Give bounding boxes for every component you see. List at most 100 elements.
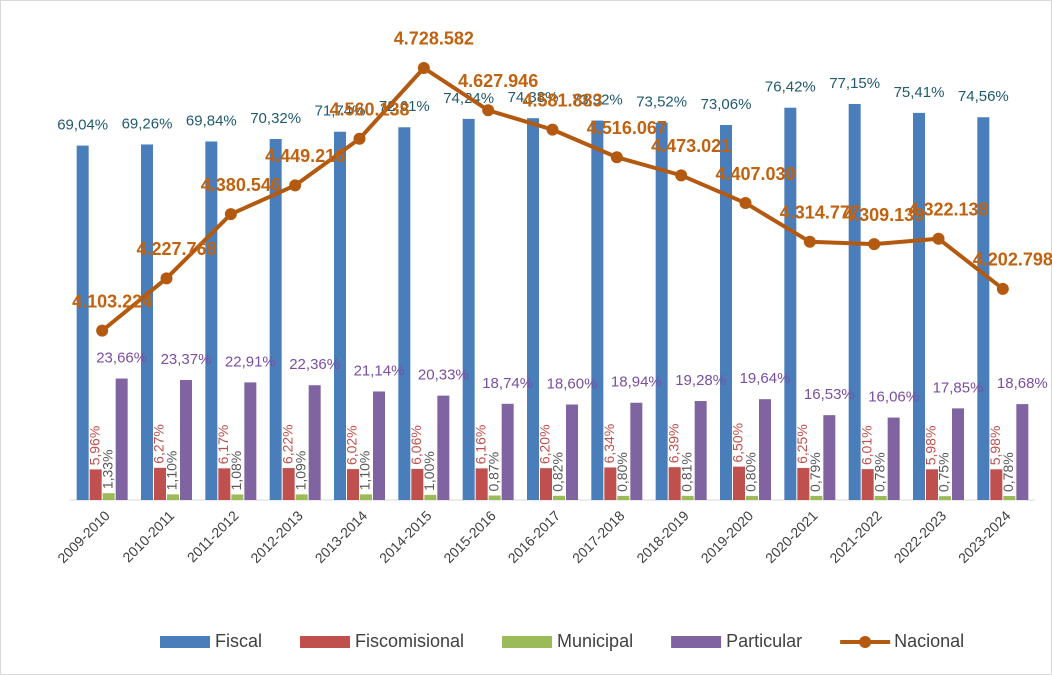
bar	[501, 403, 514, 500]
data-label: 0,82%	[550, 452, 566, 492]
data-label: 4.728.582	[394, 29, 474, 49]
data-label: 77,15%	[829, 75, 880, 92]
bar	[437, 395, 450, 500]
data-label: 6,06%	[408, 425, 424, 465]
data-label: 1,10%	[357, 451, 373, 491]
bar	[797, 467, 810, 500]
bar	[977, 117, 990, 500]
bar	[527, 118, 539, 500]
bar	[861, 469, 874, 500]
data-label: 0,80%	[614, 452, 630, 492]
bar	[295, 494, 308, 500]
bar	[231, 494, 244, 500]
line-point	[289, 179, 302, 192]
bar	[424, 494, 437, 500]
bar	[89, 469, 102, 500]
data-label: 74,56%	[958, 88, 1009, 105]
bar	[694, 401, 707, 500]
line-point	[868, 238, 881, 251]
bar	[553, 495, 565, 500]
bar	[398, 127, 411, 500]
data-label: 23,37%	[161, 351, 212, 368]
legend-label: Particular	[726, 631, 802, 651]
bar	[733, 466, 745, 500]
bar	[617, 495, 630, 500]
data-label: 6,50%	[730, 423, 746, 463]
data-label: 4.449.216	[265, 146, 345, 166]
data-label: 73,52%	[636, 94, 687, 111]
legend-swatch	[502, 636, 553, 648]
bar	[540, 468, 552, 500]
data-label: 6,27%	[151, 424, 167, 464]
data-label: 4.322.138	[908, 199, 988, 219]
bar	[810, 495, 823, 500]
legend-swatch	[300, 636, 351, 648]
bar	[102, 493, 115, 500]
bar	[373, 391, 385, 500]
data-label: 4.202.798	[973, 250, 1052, 270]
bar	[76, 145, 89, 500]
bar	[926, 469, 938, 500]
bar	[720, 124, 732, 500]
data-label: 18,68%	[997, 375, 1048, 392]
data-label: 5,98%	[987, 426, 1003, 466]
data-label: 6,16%	[472, 425, 488, 465]
data-label: 0,78%	[871, 452, 887, 492]
bar	[887, 417, 900, 500]
bar	[591, 120, 604, 500]
line-point	[160, 272, 173, 285]
data-label: 4.314.777	[780, 203, 860, 223]
data-label: 4.407.030	[715, 164, 795, 184]
bar	[759, 399, 771, 500]
data-label: 0,78%	[1000, 452, 1016, 492]
bar	[115, 378, 128, 500]
bar	[154, 467, 166, 500]
data-label: 20,33%	[418, 367, 469, 384]
data-label: 73,06%	[701, 96, 752, 113]
bar	[1003, 495, 1016, 500]
data-label: 4.473.021	[651, 136, 731, 156]
data-label: 22,91%	[225, 353, 276, 370]
data-label: 6,17%	[215, 425, 231, 465]
data-label: 1,08%	[228, 451, 244, 491]
legend-label: Nacional	[894, 631, 964, 651]
bar	[488, 495, 501, 500]
legend-label: Fiscomisional	[355, 631, 464, 651]
data-label: 4.560.138	[329, 99, 409, 119]
data-label: 4.309.139	[844, 205, 924, 225]
line-point	[739, 197, 752, 210]
data-label: 0,75%	[936, 452, 952, 492]
bar	[167, 494, 179, 500]
bar	[269, 139, 282, 501]
bar	[952, 408, 964, 500]
bar	[282, 468, 295, 500]
bar	[823, 415, 836, 500]
data-label: 23,66%	[96, 350, 147, 367]
data-label: 4.103.224	[72, 291, 152, 311]
bar	[308, 385, 321, 500]
legend-swatch	[160, 636, 210, 648]
data-label: 4.627.946	[458, 71, 538, 91]
line-point	[546, 123, 559, 136]
data-label: 5,96%	[86, 426, 102, 466]
line-point	[224, 208, 237, 221]
data-label: 0,87%	[485, 452, 501, 492]
data-label: 18,74%	[482, 375, 533, 392]
line-point	[96, 324, 109, 337]
data-label: 69,26%	[122, 115, 173, 132]
legend-swatch	[859, 636, 872, 648]
data-label: 0,81%	[678, 452, 694, 492]
legend-label: Fiscal	[215, 631, 262, 651]
bar	[681, 495, 694, 500]
bar	[668, 467, 681, 500]
data-label: 16,06%	[868, 389, 919, 406]
data-label: 4.227.768	[136, 239, 216, 259]
line-point	[996, 282, 1009, 295]
data-label: 19,28%	[675, 372, 726, 389]
data-label: 4.516.067	[587, 118, 667, 138]
data-label: 6,22%	[279, 424, 295, 464]
data-label: 1,00%	[421, 451, 437, 491]
bar	[604, 467, 617, 500]
data-label: 69,84%	[186, 112, 237, 129]
